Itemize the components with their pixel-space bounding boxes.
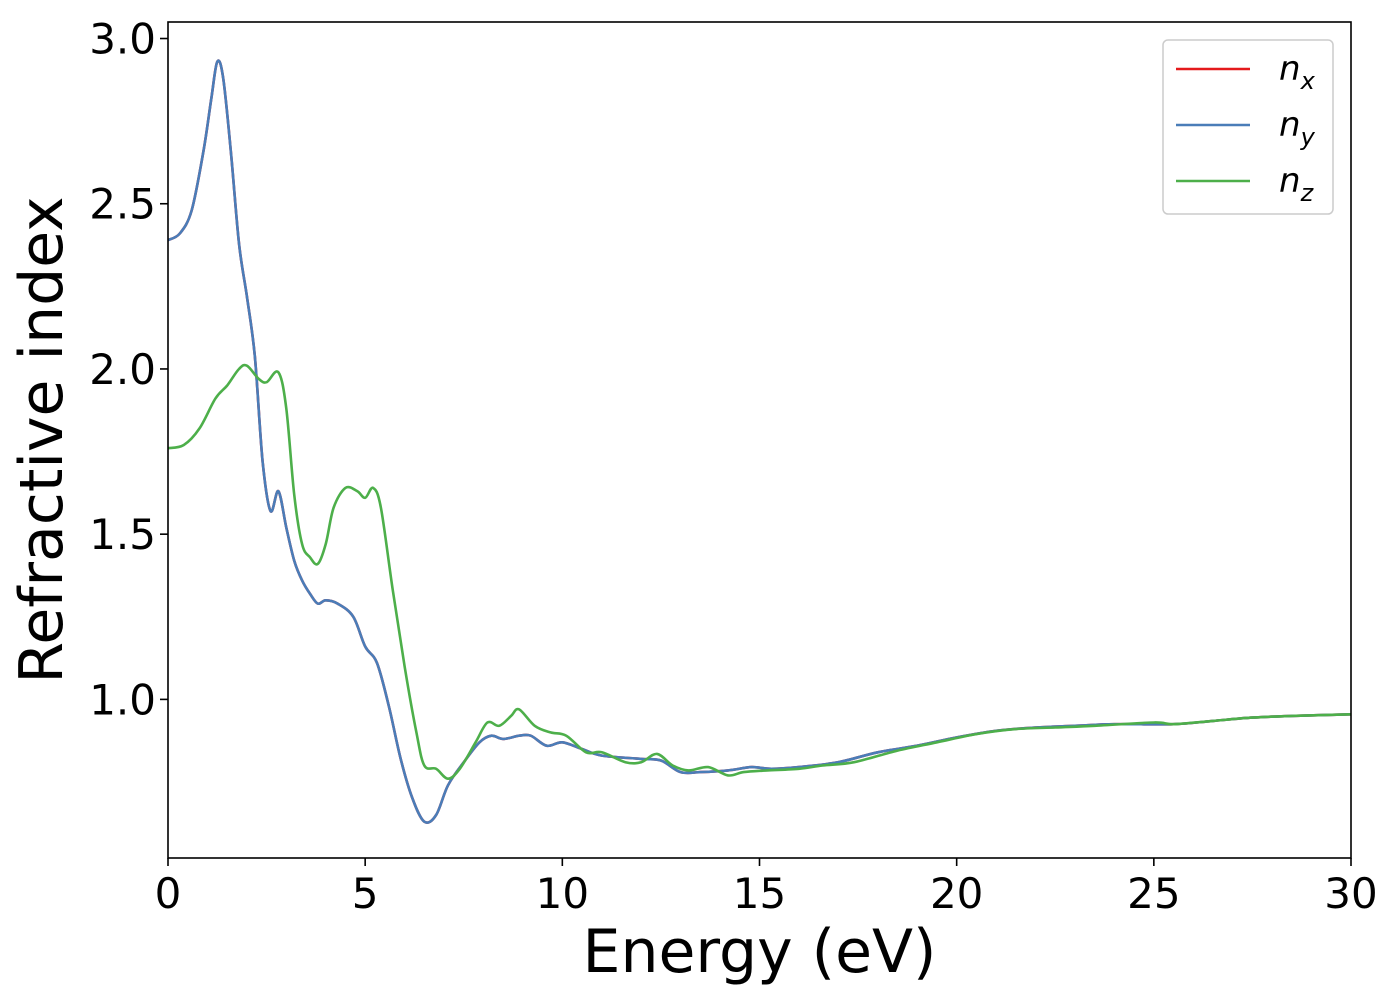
x-tick-label: 0 [155,869,182,918]
x-tick-label: 15 [733,869,786,918]
series-line-nz [167,363,1352,780]
x-tick-label: 20 [930,869,983,918]
y-tick-label: 3.0 [89,15,156,64]
x-tick-label: 30 [1324,869,1377,918]
x-tick-label: 5 [352,869,379,918]
series-layer [167,59,1352,824]
y-tick-label: 1.5 [89,510,156,559]
y-axis-title: Refractive index [7,196,77,683]
y-tick-label: 2.5 [89,180,156,229]
y-tick-label: 2.0 [89,345,156,394]
x-axis-title: Energy (eV) [583,917,937,987]
legend-label-nx: nx [1279,49,1316,95]
x-tick-label: 25 [1127,869,1180,918]
x-tick-label: 10 [536,869,589,918]
y-tick-label: 1.0 [89,675,156,724]
ticks-layer: 0 5 10 15 20 25 30 1.0 1.5 2.0 2.5 3.0 [89,15,1378,918]
legend-box [1162,39,1334,215]
